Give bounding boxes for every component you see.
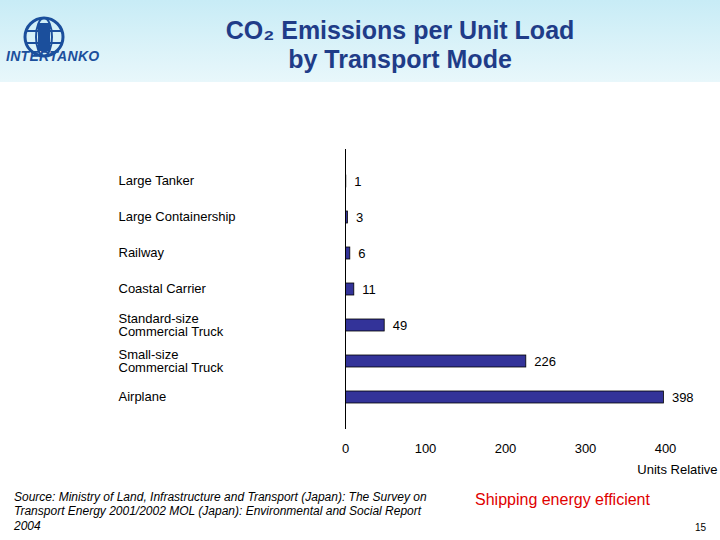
- svg-text:200: 200: [495, 441, 517, 456]
- svg-text:Airplane: Airplane: [119, 389, 167, 404]
- svg-text:49: 49: [393, 318, 407, 333]
- html-text:Source: Ministry of Land, Infr: Source: Ministry of Land, Infrastructure…: [14, 490, 427, 533]
- svg-text:Large Containership: Large Containership: [119, 209, 236, 224]
- svg-text:Large Tanker: Large Tanker: [119, 173, 195, 188]
- svg-text:Coastal Carrier: Coastal Carrier: [119, 281, 207, 296]
- html-text:INTERTANKO: INTERTANKO: [6, 48, 100, 64]
- svg-text:Railway: Railway: [119, 245, 165, 260]
- svg-text:0: 0: [342, 441, 349, 456]
- html-text:CO₂ Emissions per Unit Load by: CO₂ Emissions per Unit Load by Transport…: [225, 16, 575, 73]
- svg-text:226: 226: [534, 354, 556, 369]
- svg-text:Units Relative: Units Relative: [637, 462, 717, 477]
- svg-text:1: 1: [354, 174, 361, 189]
- svg-text:Small-sizeCommercial Truck: Small-sizeCommercial Truck: [119, 347, 224, 374]
- html-text:Shipping energy efficient: Shipping energy efficient: [475, 491, 650, 508]
- svg-text:398: 398: [672, 390, 694, 405]
- svg-text:3: 3: [356, 210, 363, 225]
- svg-text:6: 6: [358, 246, 365, 261]
- svg-text:300: 300: [575, 441, 597, 456]
- svg-text:400: 400: [655, 441, 677, 456]
- html-text:15: 15: [694, 522, 706, 533]
- svg-text:Standard-sizeCommercial Truck: Standard-sizeCommercial Truck: [119, 311, 224, 338]
- svg-text:11: 11: [362, 282, 376, 297]
- svg-text:100: 100: [415, 441, 437, 456]
